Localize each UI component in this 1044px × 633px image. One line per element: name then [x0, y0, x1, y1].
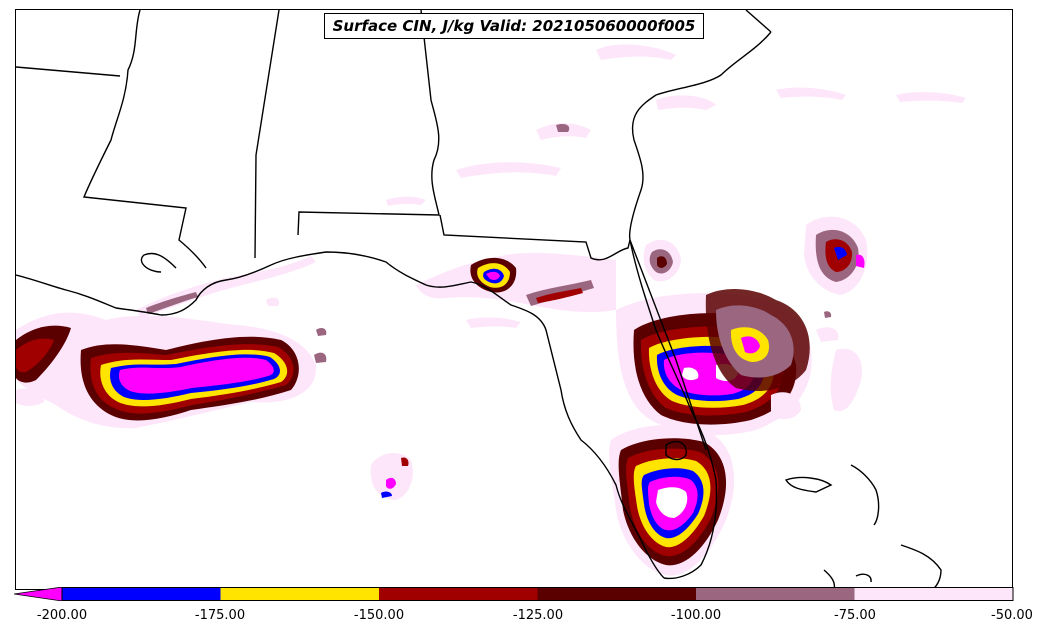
colorbar-bin	[537, 587, 696, 601]
state-line-al-ga	[297, 10, 440, 236]
colorbar-bin	[220, 587, 379, 601]
atlantic-cin-region	[804, 216, 868, 295]
coastline-la-ms	[16, 264, 272, 316]
colorbar-bins	[62, 587, 1013, 601]
state-line-ga-sc	[745, 10, 772, 33]
colorbar-tick-label: -175.00	[194, 608, 246, 623]
cin-map	[16, 10, 966, 589]
colorbar-tick-label: -200.00	[36, 608, 88, 623]
bahamas-island-1	[784, 476, 833, 493]
east-central-cin-region	[705, 288, 810, 391]
ne-florida-cin-region	[643, 239, 681, 282]
big-bend-cin-region	[416, 252, 616, 313]
colorbar-bin	[379, 587, 538, 601]
cin-field	[16, 44, 966, 576]
state-line-ms-al	[254, 10, 280, 259]
south-florida-cin-region	[609, 424, 735, 576]
colorbar-under-triangle	[14, 587, 63, 601]
colorbar-tick-label: -150.00	[353, 608, 405, 623]
colorbar-tick-label: -50.00	[991, 608, 1033, 623]
boundaries	[16, 10, 942, 589]
coastline-la-delta	[140, 252, 177, 273]
bahamas-island-2	[850, 464, 880, 526]
gulf-west-cin-region	[16, 312, 317, 429]
florida-lake-okeechobee	[665, 440, 687, 461]
louisiana-coast-cin	[136, 256, 316, 318]
state-line-ar-la	[82, 10, 207, 269]
map-title-text: Surface CIN, J/kg Valid: 202105060000f00…	[332, 17, 696, 35]
coastline-east	[628, 31, 772, 580]
colorbar-bin	[696, 587, 855, 601]
coastline-gulf-fl	[270, 251, 665, 579]
map-panel	[15, 9, 1013, 590]
bahamas-island-4	[855, 573, 872, 583]
colorbar-outline	[61, 587, 1014, 601]
colorbar-tick-label: -100.00	[670, 608, 722, 623]
gulf-center-cin-region	[370, 453, 413, 500]
colorbar-bin	[854, 587, 1013, 601]
colorbar-bin	[62, 587, 221, 601]
map-title: Surface CIN, J/kg Valid: 202105060000f00…	[324, 13, 704, 39]
state-line-fl-ga	[439, 214, 631, 261]
colorbar	[14, 587, 1014, 601]
state-line-tx-la	[16, 66, 121, 77]
bahamas-island-3	[900, 544, 942, 589]
fl-diagonal-track	[629, 239, 707, 451]
colorbar-tick-label: -75.00	[834, 608, 876, 623]
colorbar-tick-label: -125.00	[512, 608, 564, 623]
scattered-light-cin	[16, 44, 966, 420]
